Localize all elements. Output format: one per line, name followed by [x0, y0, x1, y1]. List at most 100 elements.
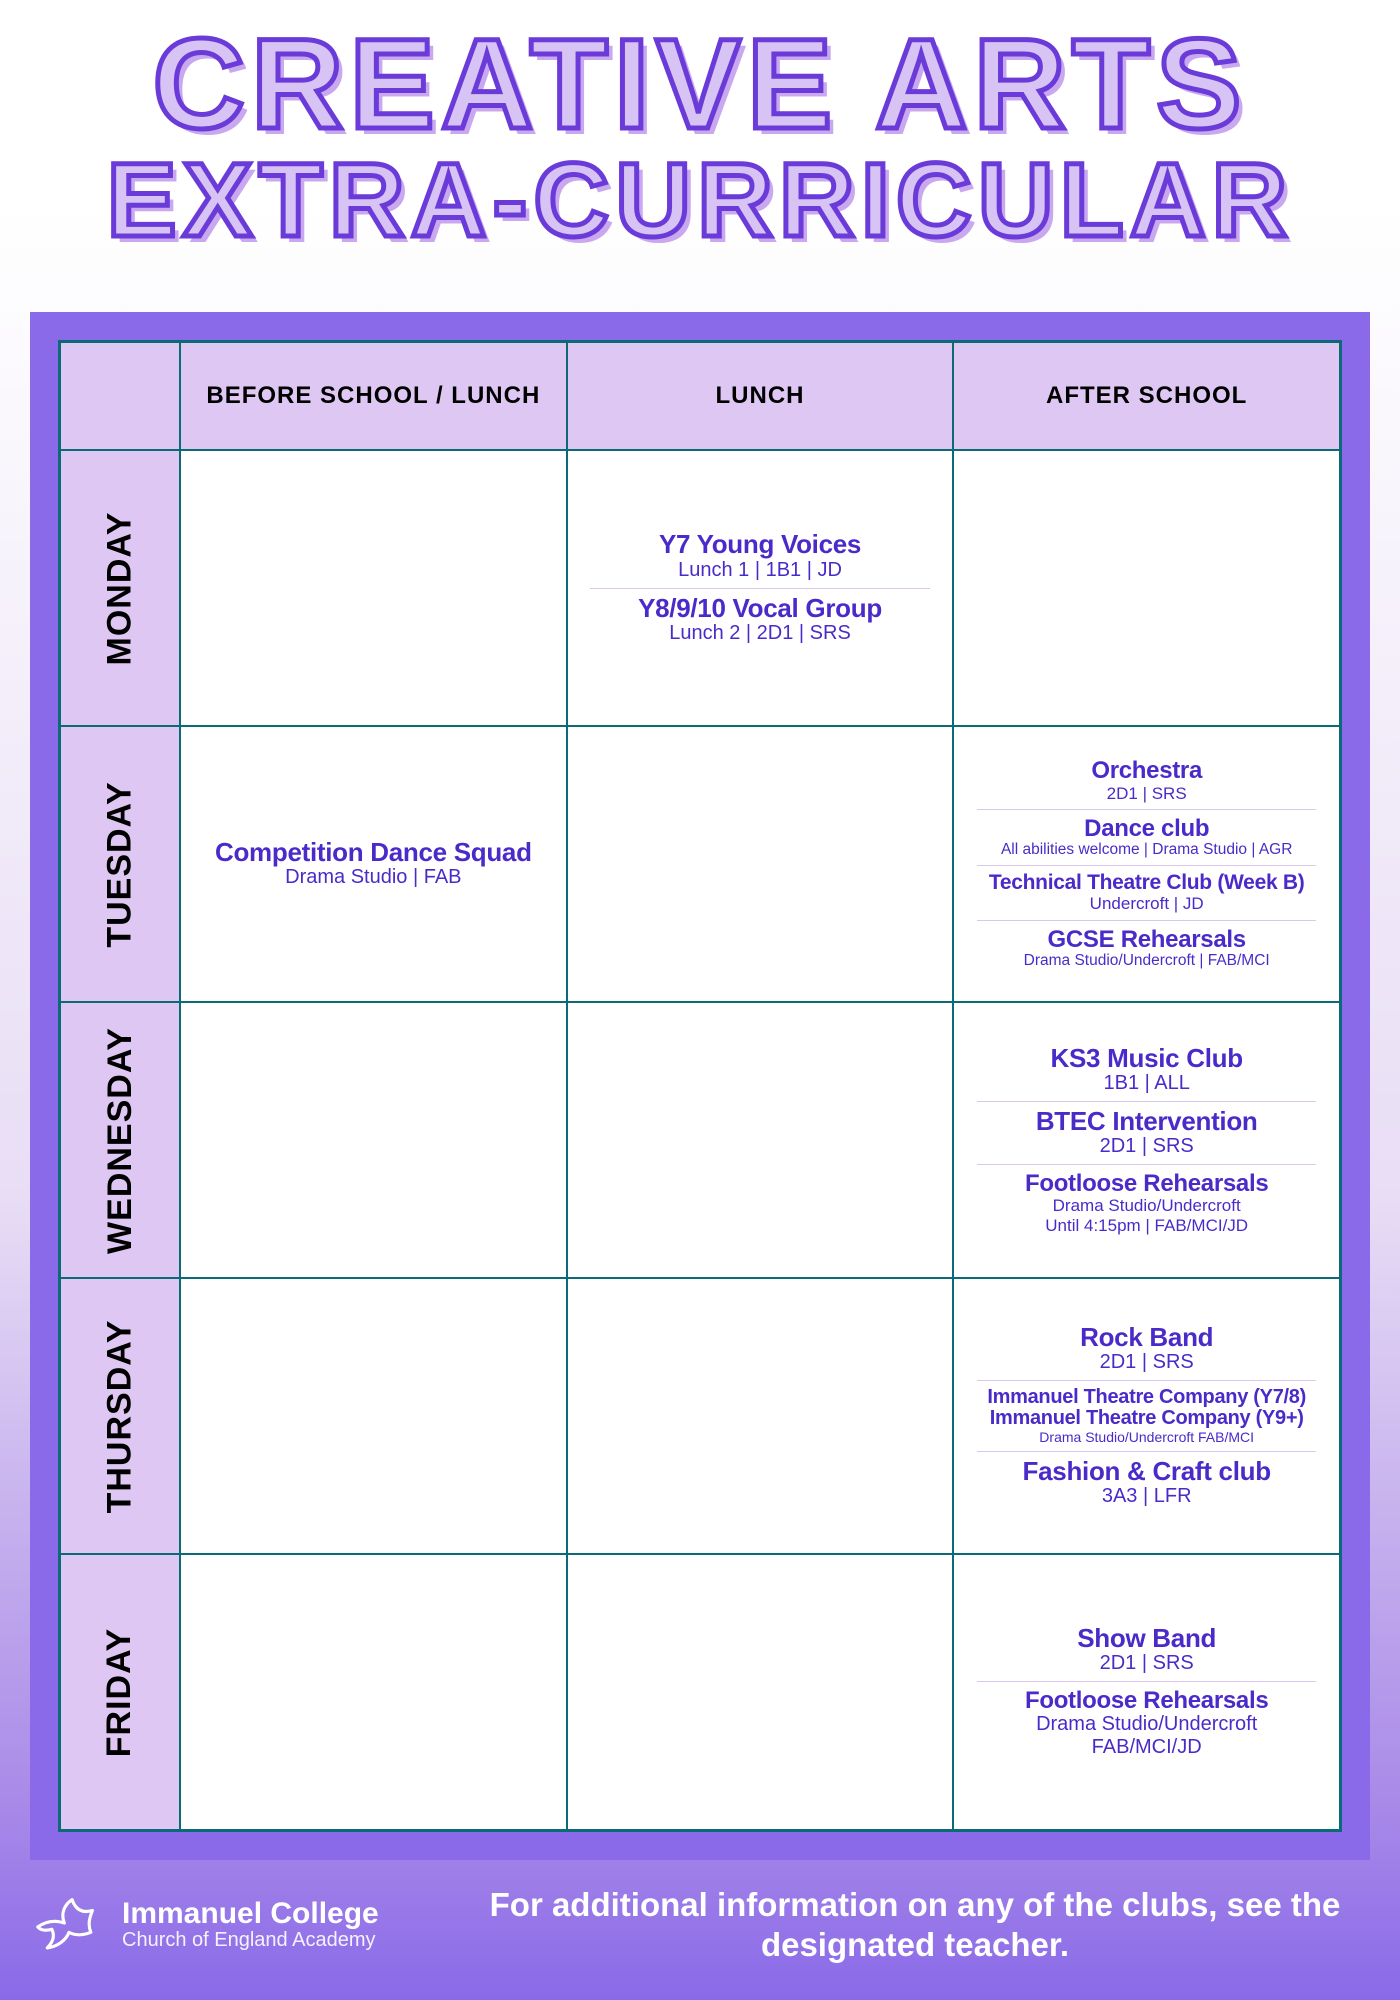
activity-detail: 3A3 | LFR	[979, 1485, 1314, 1508]
day-label-cell: WEDNESDAY	[60, 1002, 180, 1278]
activity-detail: Drama Studio | FAB	[206, 866, 541, 889]
activity: Fashion & Craft club3A3 | LFR	[977, 1451, 1316, 1512]
activity-title: Immanuel Theatre Company (Y7/8)Immanuel …	[979, 1387, 1314, 1429]
page-title: CREATIVE ARTS EXTRA-CURRICULAR	[0, 0, 1400, 257]
header-before: BEFORE SCHOOL / LUNCH	[180, 342, 567, 450]
slot-lunch	[567, 1554, 954, 1830]
activity-title: BTEC Intervention	[979, 1108, 1314, 1135]
activity: BTEC Intervention2D1 | SRS	[977, 1101, 1316, 1162]
activity-detail: Drama Studio/UndercroftUntil 4:15pm | FA…	[979, 1196, 1314, 1235]
activity: Dance clubAll abilities welcome | Drama …	[977, 809, 1316, 863]
activity-title: KS3 Music Club	[979, 1045, 1314, 1072]
header-lunch: LUNCH	[567, 342, 954, 450]
activity: Immanuel Theatre Company (Y7/8)Immanuel …	[977, 1380, 1316, 1449]
footer: Immanuel College Church of England Acade…	[30, 1870, 1370, 1980]
activity-detail: Lunch 2 | 2D1 | SRS	[592, 622, 927, 645]
activity-detail: Drama Studio/Undercroft FAB/MCI	[979, 1429, 1314, 1445]
slot-after: KS3 Music Club1B1 | ALLBTEC Intervention…	[953, 1002, 1340, 1278]
activity-title: Rock Band	[979, 1324, 1314, 1351]
activity: Footloose RehearsalsDrama Studio/Undercr…	[977, 1681, 1316, 1763]
activity: Orchestra2D1 | SRS	[977, 754, 1316, 807]
activity-title: Y8/9/10 Vocal Group	[592, 595, 927, 622]
activity: KS3 Music Club1B1 | ALL	[977, 1041, 1316, 1099]
activity-title: Orchestra	[979, 758, 1314, 783]
day-label: WEDNESDAY	[101, 1027, 140, 1254]
day-label: MONDAY	[101, 511, 140, 665]
dove-icon	[30, 1884, 108, 1967]
title-line-2: EXTRA-CURRICULAR	[0, 146, 1400, 256]
activity-title: GCSE Rehearsals	[979, 927, 1314, 952]
activities: Show Band2D1 | SRSFootloose RehearsalsDr…	[962, 1621, 1331, 1763]
activities: Rock Band2D1 | SRS Immanuel Theatre Compa…	[962, 1320, 1331, 1513]
day-label-cell: THURSDAY	[60, 1278, 180, 1554]
activity-title: Fashion & Craft club	[979, 1458, 1314, 1485]
activities: KS3 Music Club1B1 | ALLBTEC Intervention…	[962, 1041, 1331, 1240]
activity-detail: All abilities welcome | Drama Studio | A…	[979, 841, 1314, 859]
activities: Y7 Young VoicesLunch 1 | 1B1 | JDY8/9/10…	[576, 527, 945, 649]
activity-title: Competition Dance Squad	[206, 839, 541, 866]
org-name: Immanuel College	[122, 1899, 379, 1929]
slot-after: Rock Band2D1 | SRS Immanuel Theatre Compa…	[953, 1278, 1340, 1554]
activity-detail: Undercroft | JD	[979, 894, 1314, 914]
activity-detail: 2D1 | SRS	[979, 1652, 1314, 1675]
header-label: AFTER SCHOOL	[1046, 382, 1247, 410]
day-label-cell: FRIDAY	[60, 1554, 180, 1830]
footer-logo: Immanuel College Church of England Acade…	[30, 1884, 460, 1967]
slot-before	[180, 1002, 567, 1278]
slot-before	[180, 1278, 567, 1554]
day-label: FRIDAY	[101, 1627, 140, 1756]
activity: Competition Dance SquadDrama Studio | FA…	[204, 835, 543, 893]
day-row: TUESDAYCompetition Dance SquadDrama Stud…	[60, 726, 1340, 1002]
activity-detail: Drama Studio/Undercroft | FAB/MCI	[979, 952, 1314, 970]
activity-detail: Lunch 1 | 1B1 | JD	[592, 559, 927, 582]
activities: Orchestra2D1 | SRSDance clubAll abilitie…	[962, 754, 1331, 973]
activity: Rock Band2D1 | SRS	[977, 1320, 1316, 1378]
day-row: WEDNESDAYKS3 Music Club1B1 | ALLBTEC Int…	[60, 1002, 1340, 1278]
header-row: BEFORE SCHOOL / LUNCH LUNCH AFTER SCHOOL	[60, 342, 1340, 450]
day-row: THURSDAY Rock Band2D1 | SRS Immanuel Theat…	[60, 1278, 1340, 1554]
slot-after: Orchestra2D1 | SRSDance clubAll abilitie…	[953, 726, 1340, 1002]
slot-before	[180, 1554, 567, 1830]
activity-detail: 2D1 | SRS	[979, 784, 1314, 804]
activity-title: Footloose Rehearsals	[979, 1171, 1314, 1196]
day-row: FRIDAYShow Band2D1 | SRSFootloose Rehear…	[60, 1554, 1340, 1830]
title-line-1: CREATIVE ARTS	[0, 18, 1400, 152]
schedule-frame: BEFORE SCHOOL / LUNCH LUNCH AFTER SCHOOL…	[30, 312, 1370, 1860]
header-corner	[60, 342, 180, 450]
activity: GCSE RehearsalsDrama Studio/Undercroft |…	[977, 920, 1316, 974]
day-label-cell: TUESDAY	[60, 726, 180, 1002]
activity-title: Dance club	[979, 816, 1314, 841]
activity-title: Technical Theatre Club (Week B)	[979, 872, 1314, 894]
slot-lunch: Y7 Young VoicesLunch 1 | 1B1 | JDY8/9/10…	[567, 450, 954, 726]
activity-detail: Drama Studio/UndercroftFAB/MCI/JD	[979, 1713, 1314, 1759]
activity-detail: 2D1 | SRS	[979, 1351, 1314, 1374]
day-label: TUESDAY	[101, 781, 140, 947]
activity-title: Footloose Rehearsals	[979, 1688, 1314, 1713]
header-label: LUNCH	[716, 382, 805, 410]
slot-lunch	[567, 1278, 954, 1554]
activity: Show Band2D1 | SRS	[977, 1621, 1316, 1679]
slot-before	[180, 450, 567, 726]
footer-message: For additional information on any of the…	[460, 1885, 1370, 1964]
day-row: MONDAYY7 Young VoicesLunch 1 | 1B1 | JDY…	[60, 450, 1340, 726]
org-sub: Church of England Academy	[122, 1929, 379, 1952]
slot-lunch	[567, 1002, 954, 1278]
activity: Y8/9/10 Vocal GroupLunch 2 | 2D1 | SRS	[590, 588, 929, 649]
day-label: THURSDAY	[101, 1319, 140, 1513]
activity-detail: 1B1 | ALL	[979, 1072, 1314, 1095]
slot-before: Competition Dance SquadDrama Studio | FA…	[180, 726, 567, 1002]
activities: Competition Dance SquadDrama Studio | FA…	[189, 835, 558, 893]
footer-org: Immanuel College Church of England Acade…	[122, 1899, 379, 1952]
activity: Technical Theatre Club (Week B)Undercrof…	[977, 865, 1316, 918]
day-label-cell: MONDAY	[60, 450, 180, 726]
slot-lunch	[567, 726, 954, 1002]
header-after: AFTER SCHOOL	[953, 342, 1340, 450]
activity: Y7 Young VoicesLunch 1 | 1B1 | JD	[590, 527, 929, 585]
schedule-grid: BEFORE SCHOOL / LUNCH LUNCH AFTER SCHOOL…	[58, 340, 1342, 1832]
header-label: BEFORE SCHOOL / LUNCH	[206, 382, 540, 410]
activity: Footloose RehearsalsDrama Studio/Undercr…	[977, 1164, 1316, 1239]
activity-title: Show Band	[979, 1625, 1314, 1652]
activity-title: Y7 Young Voices	[592, 531, 927, 558]
activity-detail: 2D1 | SRS	[979, 1135, 1314, 1158]
slot-after	[953, 450, 1340, 726]
